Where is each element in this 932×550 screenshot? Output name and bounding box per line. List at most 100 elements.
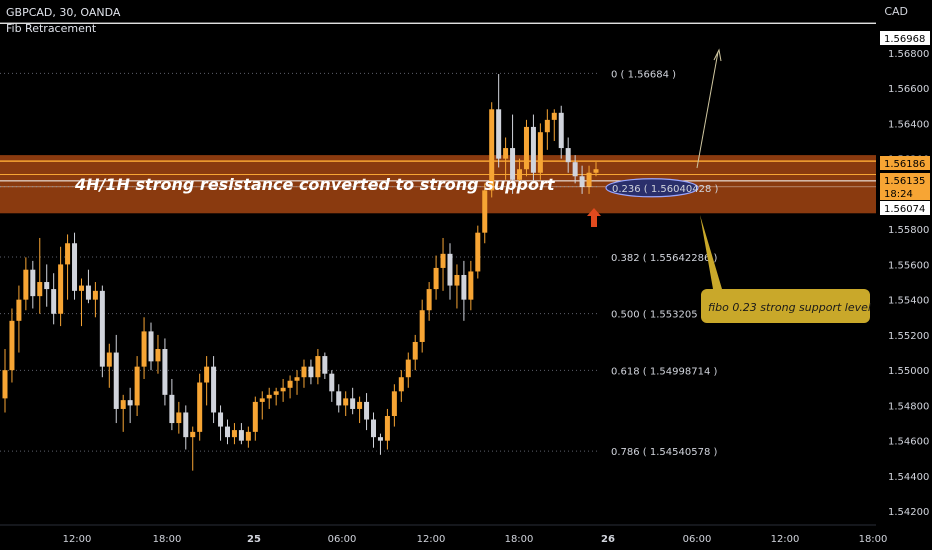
price-marker-label: 1.56186	[884, 159, 925, 170]
price-marker-label: 18:24	[884, 189, 913, 200]
candle-body	[162, 349, 168, 395]
candle-body	[218, 412, 224, 427]
candle-body	[30, 269, 36, 297]
callout-pointer	[700, 215, 722, 289]
time-axis-tick: 25	[247, 534, 261, 545]
candle-body	[266, 394, 272, 399]
candle-body	[245, 431, 251, 441]
candle-body	[322, 356, 328, 374]
candle-body	[134, 366, 140, 406]
candle-body	[357, 401, 363, 409]
price-marker-label: 1.56074	[884, 204, 925, 215]
candle-body	[433, 267, 439, 290]
candle-body	[238, 430, 244, 441]
candle-body	[16, 299, 22, 321]
projection-line	[696, 51, 719, 169]
candle-body	[551, 112, 557, 120]
candle-body	[343, 398, 349, 406]
time-axis-tick: 26	[601, 534, 615, 545]
candle-body	[412, 341, 418, 360]
candle-body	[211, 366, 217, 413]
candle-body	[329, 373, 335, 392]
time-axis-tick: 18:00	[859, 534, 888, 545]
candle-body	[489, 109, 495, 191]
fib-level-label: 0 ( 1.56684 )	[611, 69, 676, 80]
callout-text: fibo 0.23 strong support level	[708, 301, 871, 314]
candle-body	[586, 172, 592, 187]
candle-body	[371, 419, 377, 438]
candle-body	[204, 366, 210, 383]
price-axis-tick: 1.56400	[888, 119, 929, 130]
candle-body	[503, 148, 509, 159]
price-marker-label: 1.56968	[884, 34, 925, 45]
candle-body	[2, 370, 8, 399]
price-axis-tick: 1.55400	[888, 296, 929, 307]
time-axis-tick: 06:00	[683, 534, 712, 545]
candle-body	[23, 269, 29, 300]
indicator-name: Fib Retracement	[6, 22, 97, 35]
candle-body	[350, 398, 356, 409]
fib-level-label: 0.618 ( 1.54998714 )	[611, 366, 718, 377]
price-marker-label: 1.56135	[884, 176, 925, 187]
candle-body	[482, 190, 488, 233]
candle-body	[377, 437, 383, 441]
candle-body	[176, 412, 182, 424]
up-arrow-icon	[587, 208, 601, 227]
price-marker-bg	[880, 186, 930, 200]
candle-body	[287, 380, 293, 388]
candle-body	[510, 148, 516, 180]
candle-body	[461, 274, 467, 300]
price-axis-tick: 1.54400	[888, 472, 929, 483]
candle-body	[398, 377, 404, 392]
price-marker-bg	[880, 156, 930, 170]
candle-body	[155, 349, 161, 362]
candle-body	[384, 416, 390, 441]
price-axis-tick: 1.54200	[888, 507, 929, 518]
candle-body	[496, 109, 502, 159]
candle-body	[99, 290, 105, 367]
fib-level-label: 0.382 ( 1.55642286 )	[611, 253, 718, 264]
candle-body	[120, 400, 126, 409]
candle-body	[468, 271, 474, 300]
candle-body	[336, 391, 342, 406]
candle-body	[259, 398, 265, 402]
fib-level-label: 0.500 ( 1.553205 )	[611, 310, 705, 321]
candle-body	[106, 352, 112, 367]
candle-body	[78, 285, 84, 291]
candle-body	[44, 282, 50, 290]
fib-0236-highlight	[605, 178, 699, 198]
chart-symbol-title: GBPCAD, 30, OANDA	[6, 6, 121, 19]
fib-level-label: 0.786 ( 1.54540578 )	[611, 447, 718, 458]
price-axis-tick: 1.54800	[888, 401, 929, 412]
time-axis-tick: 18:00	[505, 534, 534, 545]
candle-body	[565, 148, 571, 163]
price-marker-bg	[880, 31, 930, 45]
candle-body	[537, 132, 543, 173]
candle-body	[308, 366, 314, 378]
currency-label: CAD	[884, 5, 908, 18]
candle-body	[426, 289, 432, 311]
price-axis-tick: 1.56600	[888, 84, 929, 95]
candle-body	[183, 412, 189, 438]
candle-body	[419, 310, 425, 342]
fib-level-label: 0.236 ( 1.56040428 )	[612, 184, 719, 195]
candle-body	[475, 232, 481, 272]
candle-body	[364, 401, 370, 420]
candle-body	[58, 264, 64, 314]
support-zone	[0, 155, 876, 214]
time-axis-tick: 18:00	[153, 534, 182, 545]
candle-body	[273, 391, 279, 395]
price-axis-tick: 1.55800	[888, 225, 929, 236]
candle-body	[141, 331, 147, 367]
price-axis-tick: 1.55200	[888, 331, 929, 342]
price-axis-tick: 1.56800	[888, 49, 929, 60]
candle-body	[315, 356, 321, 378]
candle-body	[440, 253, 446, 268]
candle-body	[92, 290, 98, 300]
candle-body	[127, 400, 133, 406]
time-axis-tick: 12:00	[63, 534, 92, 545]
price-axis-tick: 1.55000	[888, 366, 929, 377]
candle-body	[169, 394, 175, 424]
candle-body	[113, 352, 119, 409]
